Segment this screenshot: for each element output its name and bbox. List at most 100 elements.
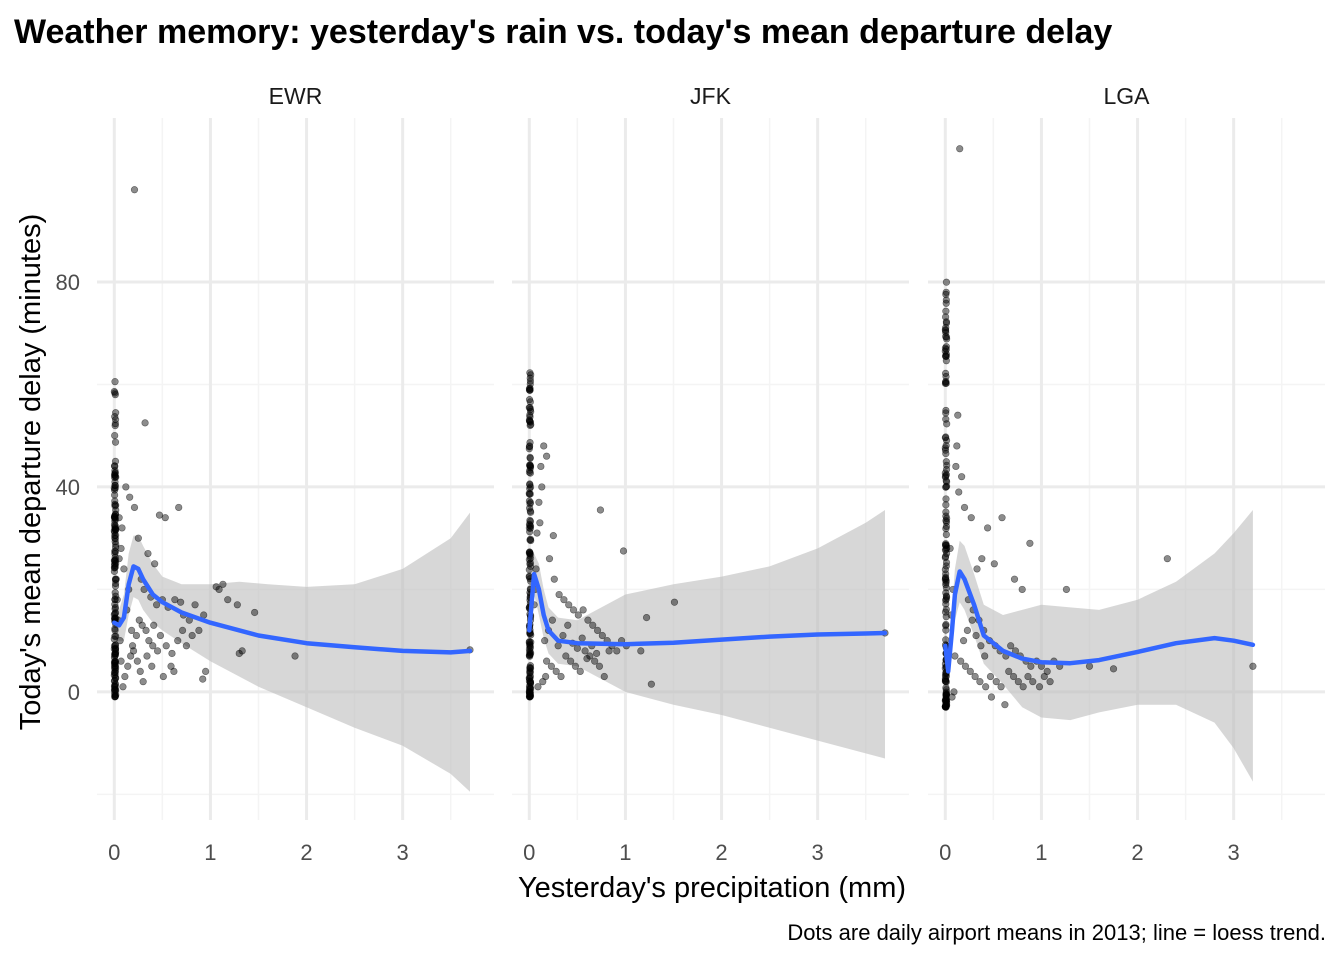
data-point	[159, 672, 167, 681]
data-point	[942, 296, 950, 304]
data-point	[592, 649, 601, 658]
data-point	[195, 626, 203, 635]
data-point	[130, 503, 139, 512]
data-point	[110, 387, 118, 396]
data-point	[110, 677, 119, 685]
data-point	[541, 637, 549, 645]
data-point	[527, 508, 535, 516]
data-point	[162, 642, 170, 650]
data-point	[637, 647, 645, 655]
data-point	[584, 616, 592, 624]
data-point	[538, 483, 546, 491]
data-point	[605, 647, 613, 655]
data-point	[113, 596, 121, 604]
data-point	[150, 621, 158, 629]
data-point	[976, 678, 984, 686]
data-point	[111, 472, 120, 480]
data-point	[583, 654, 591, 663]
data-point	[111, 534, 119, 542]
loess-trend-line	[943, 569, 1256, 674]
x-tick-label: 0	[523, 840, 535, 865]
x-tick-label: 3	[812, 840, 824, 865]
data-point	[545, 555, 554, 563]
data-point	[536, 519, 544, 527]
data-point	[178, 626, 187, 635]
data-point	[111, 523, 119, 531]
data-point	[942, 313, 950, 321]
data-point	[526, 504, 534, 512]
data-point	[942, 333, 950, 341]
data-point	[997, 683, 1005, 691]
data-point	[966, 667, 974, 676]
data-point	[526, 684, 534, 692]
x-tick-label: 3	[397, 840, 409, 865]
data-point	[579, 606, 587, 614]
data-point	[1026, 539, 1034, 547]
data-point	[153, 647, 162, 655]
data-point	[188, 631, 196, 640]
data-point	[112, 575, 120, 583]
data-point	[971, 672, 979, 681]
data-point	[555, 590, 563, 599]
data-point	[199, 675, 207, 683]
data-point	[117, 544, 125, 553]
data-point	[526, 524, 535, 532]
panel-jfk: JFK 0 1 2 3	[512, 83, 909, 865]
data-point	[942, 357, 950, 365]
data-point	[967, 514, 975, 522]
data-point	[942, 501, 950, 509]
data-point	[110, 642, 119, 650]
data-point	[956, 145, 964, 153]
data-point	[111, 553, 119, 561]
data-point	[946, 544, 954, 553]
data-point	[126, 493, 134, 501]
data-point	[589, 621, 597, 629]
data-point	[647, 680, 655, 688]
data-point	[533, 529, 541, 537]
data-point	[942, 278, 951, 286]
data-point	[526, 411, 534, 419]
data-point	[573, 644, 581, 652]
data-point	[569, 606, 578, 614]
data-point	[1010, 575, 1019, 583]
data-point	[526, 535, 535, 543]
data-point	[149, 642, 157, 650]
data-point	[148, 662, 156, 670]
data-point	[526, 652, 534, 660]
data-point	[987, 693, 996, 701]
data-point	[990, 560, 998, 568]
data-point	[121, 672, 129, 681]
data-point	[581, 647, 589, 655]
data-point	[942, 600, 950, 608]
data-point	[526, 453, 534, 462]
panel-area: EWR 0 1 2 3 JFK 0 1 2 3 LGA 0 1 2 3	[97, 83, 1325, 865]
data-point	[110, 567, 119, 576]
data-point	[941, 446, 950, 454]
loess-trend-line	[112, 564, 473, 655]
data-point	[547, 662, 556, 670]
data-point	[525, 386, 534, 394]
data-point	[540, 442, 548, 450]
data-point	[1019, 683, 1027, 691]
data-point	[112, 632, 120, 640]
data-point	[1040, 672, 1048, 681]
data-point	[959, 637, 968, 645]
data-point	[133, 657, 141, 665]
data-point	[161, 514, 169, 522]
data-point	[175, 503, 183, 512]
data-point	[136, 667, 144, 676]
data-point	[981, 652, 989, 660]
data-point	[238, 647, 246, 655]
data-point	[1163, 555, 1171, 563]
data-point	[543, 657, 551, 665]
data-point	[111, 557, 119, 566]
data-point	[942, 626, 950, 634]
data-point	[212, 583, 220, 591]
data-point	[941, 573, 950, 581]
data-point	[120, 565, 128, 573]
data-point	[112, 691, 120, 699]
data-point	[586, 652, 594, 660]
data-point	[112, 526, 120, 534]
data-point	[526, 398, 534, 406]
x-tick-label: 0	[939, 840, 951, 865]
